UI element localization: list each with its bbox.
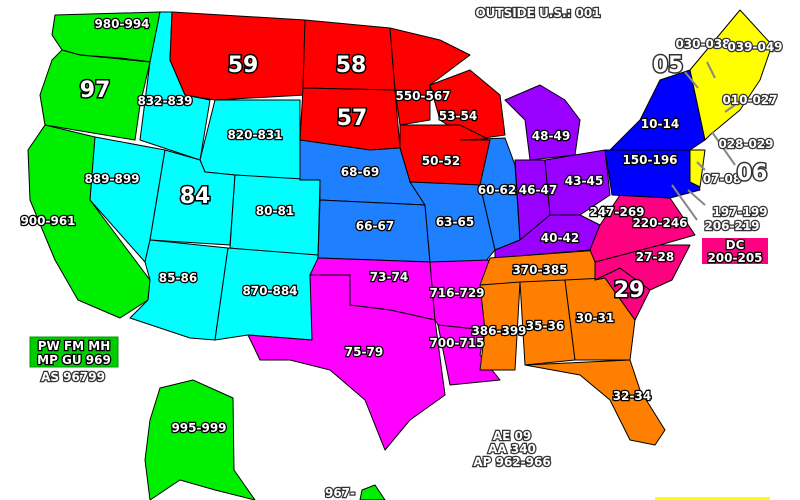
label-de: 197-199 <box>712 205 767 219</box>
label-wv: 247-269 <box>589 205 644 219</box>
territories-line2: MP GU 969 <box>37 353 111 367</box>
state-or <box>39 49 151 141</box>
label-oh: 43-45 <box>565 174 603 188</box>
label-wa: 980-994 <box>94 17 149 31</box>
label-ms: 386-399 <box>471 324 526 338</box>
territories-line1: PW FM MH <box>38 339 111 353</box>
label-ok: 73-74 <box>370 270 408 284</box>
label-wi: 53-54 <box>439 109 477 123</box>
dc-bg <box>702 238 768 264</box>
label-sd: 57 <box>337 106 368 131</box>
label-hi: 967- <box>325 486 355 500</box>
label-mi: 48-49 <box>532 129 570 143</box>
label-in: 46-47 <box>519 183 557 197</box>
label-id: 832-839 <box>137 94 192 108</box>
label-la: 700-715 <box>429 336 484 350</box>
pointer-arrows <box>671 61 736 221</box>
label-tn: 370-385 <box>512 263 567 277</box>
label-dc: 200-205 <box>707 251 762 265</box>
state-mn <box>389 27 471 126</box>
state-nj <box>689 149 706 188</box>
label-mt: 59 <box>228 53 259 78</box>
outside-us-label: OUTSIDE U.S.: 001 <box>475 6 600 20</box>
state-oh <box>544 149 611 216</box>
label-ga: 30-31 <box>576 311 614 325</box>
state-hi <box>359 484 386 500</box>
label-ne: 68-69 <box>341 165 379 179</box>
label-ut: 84 <box>180 184 211 209</box>
territories-bg <box>29 336 119 368</box>
label-ny: 10-14 <box>641 117 679 131</box>
label-sc: 29 <box>614 278 645 303</box>
pr-vi-bg <box>655 497 770 500</box>
label-mn: 550-567 <box>395 89 450 103</box>
territory-as: AS 96799 <box>41 370 105 384</box>
label-nd: 58 <box>336 53 367 78</box>
label-wy: 820-831 <box>227 128 282 142</box>
label-va: 220-246 <box>632 216 687 230</box>
label-az: 85-86 <box>159 271 197 285</box>
state-va-wv <box>589 194 696 263</box>
label-ky: 40-42 <box>541 231 579 245</box>
label-dc-title: DC <box>726 238 745 252</box>
label-fl: 32-34 <box>613 389 651 403</box>
state-fl <box>524 359 666 446</box>
label-nm: 870-884 <box>242 284 297 298</box>
label-mo: 63-65 <box>436 215 474 229</box>
label-il: 60-62 <box>478 183 516 197</box>
label-ma: 010-027 <box>722 93 777 107</box>
label-nv: 889-899 <box>84 172 139 186</box>
label-nj: 07-08 <box>703 172 741 186</box>
label-md: 206-219 <box>704 219 759 233</box>
label-pa: 150-196 <box>622 153 677 167</box>
state-ak <box>144 379 256 500</box>
state-wi <box>429 69 506 141</box>
state-shapes <box>27 9 773 500</box>
label-or: 97 <box>80 78 111 103</box>
label-tx: 75-79 <box>345 345 383 359</box>
label-me: 039-049 <box>727 40 782 54</box>
label-ct: 06 <box>737 161 768 186</box>
label-nh: 030-038 <box>675 37 730 51</box>
label-ca: 900-961 <box>20 214 75 228</box>
label-ri: 028-029 <box>718 137 773 151</box>
label-ak: 995-999 <box>171 421 226 435</box>
label-ia: 50-52 <box>422 154 460 168</box>
label-ar: 716-729 <box>429 286 484 300</box>
label-al: 35-36 <box>526 319 564 333</box>
state-new-england <box>689 9 773 141</box>
label-ks: 66-67 <box>356 219 394 233</box>
label-vt: 05 <box>653 53 684 78</box>
state-ms <box>479 281 521 371</box>
label-nc: 27-28 <box>636 250 674 264</box>
military-ap: AP 962-966 <box>473 455 550 469</box>
state-ny <box>609 69 706 151</box>
state-mi <box>504 84 581 161</box>
military-aa: AA 340 <box>488 442 536 456</box>
military-ae: AE 09 <box>493 429 531 443</box>
label-co: 80-81 <box>256 204 294 218</box>
zone-labels: OUTSIDE U.S.: 001 980-994 97 900-961 832… <box>19 5 784 500</box>
state-tx <box>247 274 446 451</box>
